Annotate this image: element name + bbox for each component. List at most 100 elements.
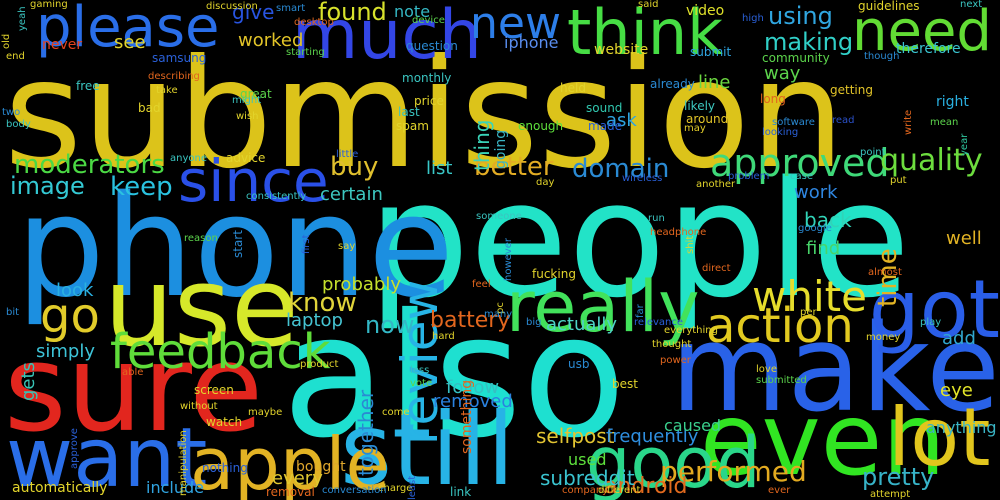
word-39: know (288, 288, 357, 318)
word-107: read (832, 115, 855, 126)
word-90: monthly (402, 71, 452, 85)
word-61: add (942, 328, 976, 349)
word-100: spam (396, 119, 429, 133)
word-178: charge (378, 483, 413, 494)
word-106: looking (762, 127, 799, 138)
word-66: include (146, 478, 204, 497)
word-30: domain (572, 154, 670, 184)
word-133: wish (236, 111, 259, 122)
word-80: together (354, 389, 378, 476)
word-103: made (588, 119, 623, 133)
word-87: therefore (896, 41, 961, 57)
word-109: year (959, 133, 970, 156)
word-75: see (114, 32, 146, 53)
word-165: submitted (756, 375, 807, 386)
word-95: getting (830, 83, 873, 97)
word-58: caused (664, 416, 722, 435)
word-40: battery (430, 308, 511, 333)
word-170: feel (472, 279, 491, 290)
word-99: last (398, 105, 420, 119)
word-28: pretty (862, 463, 935, 491)
word-172: big (526, 317, 542, 328)
word-117: starting (286, 47, 325, 58)
word-31: better (474, 152, 554, 182)
word-52: laptop (286, 310, 343, 331)
word-131: great (240, 87, 272, 101)
word-44: android (604, 474, 688, 499)
word-196: bit (6, 307, 20, 318)
word-3: make (670, 300, 1000, 439)
word-168: fucking (532, 267, 576, 281)
word-189: without (180, 401, 218, 412)
word-96: right (936, 94, 969, 110)
word-0: submission (4, 28, 846, 202)
word-49: well (946, 228, 982, 249)
word-13: much (292, 0, 482, 75)
word-126: samsung (152, 51, 207, 65)
word-192: maybe (248, 407, 283, 418)
word-166: love (756, 364, 777, 375)
word-188: watch (206, 415, 243, 429)
word-70: line (698, 72, 731, 93)
word-77: iphone (504, 33, 559, 52)
word-91: held (560, 81, 586, 95)
word-127: describing (148, 71, 200, 82)
word-143: someone (476, 211, 522, 222)
word-38: making (764, 28, 854, 56)
word-55: actually (546, 314, 618, 335)
word-175: less (410, 365, 430, 376)
word-137: consistently (246, 191, 307, 202)
word-177: come (382, 407, 410, 418)
word-142: day (536, 177, 555, 188)
word-73: worked (238, 30, 304, 51)
word-2: also (282, 278, 626, 476)
word-150: problem (728, 171, 770, 182)
word-162: power (660, 355, 691, 366)
word-114: high (742, 13, 764, 24)
word-138: start (231, 230, 245, 258)
word-134: anyone (170, 153, 207, 164)
word-182: different (598, 485, 641, 496)
word-60: eye (940, 380, 973, 401)
word-174: usb (568, 357, 590, 371)
word-83: video (686, 3, 725, 19)
word-141: say (338, 241, 356, 252)
word-191: nothing (202, 461, 248, 475)
word-36: buy (330, 152, 379, 182)
word-140: first (301, 234, 312, 254)
word-50: probably (322, 274, 401, 295)
word-148: google (798, 223, 832, 234)
word-144: however (503, 238, 514, 281)
word-193: manipulation (178, 430, 189, 496)
word-98: price (414, 94, 444, 108)
word-74: give (232, 0, 275, 24)
word-173: hard (432, 331, 455, 342)
word-68: certain (320, 184, 383, 205)
word-41: now (365, 311, 415, 339)
word-54: gets (18, 362, 39, 401)
word-93: likely (684, 99, 716, 113)
word-6: use (104, 243, 299, 371)
word-129: free (76, 79, 100, 93)
word-46: work (794, 182, 838, 203)
word-190: screen (194, 383, 234, 397)
word-76: never (42, 37, 83, 53)
word-65: subreddit (540, 466, 635, 490)
word-25: new (470, 0, 561, 49)
word-51: look (56, 280, 94, 301)
word-135: advice (226, 151, 266, 165)
word-152: another (696, 179, 736, 190)
word-146: headphone (650, 227, 707, 238)
word-186: removal (266, 485, 315, 499)
word-17: really (506, 266, 700, 348)
word-21: action (706, 298, 854, 354)
word-151: case (790, 171, 813, 182)
word-26: approved (710, 141, 890, 185)
word-15: think (567, 0, 724, 69)
word-43: frequently (606, 426, 699, 447)
word-185: conversation (322, 485, 387, 496)
word-88: community (762, 51, 830, 65)
word-20: feedback (110, 324, 331, 380)
word-128: take (156, 85, 178, 96)
